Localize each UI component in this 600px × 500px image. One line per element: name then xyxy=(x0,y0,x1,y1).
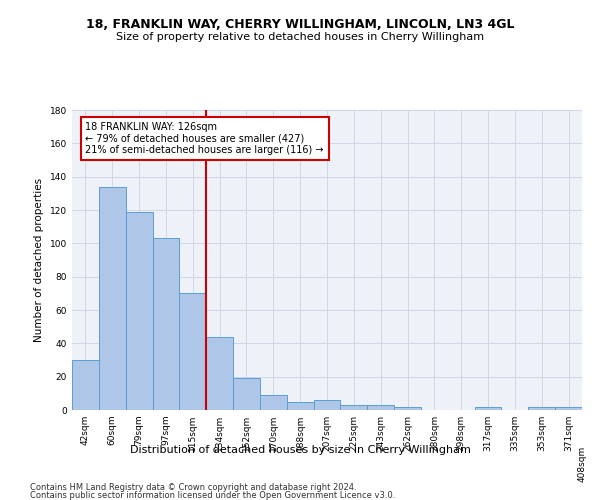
Text: Contains HM Land Registry data © Crown copyright and database right 2024.: Contains HM Land Registry data © Crown c… xyxy=(30,482,356,492)
Text: Size of property relative to detached houses in Cherry Willingham: Size of property relative to detached ho… xyxy=(116,32,484,42)
Text: Contains public sector information licensed under the Open Government Licence v3: Contains public sector information licen… xyxy=(30,491,395,500)
Bar xyxy=(125,212,152,410)
Text: 408sqm: 408sqm xyxy=(577,446,587,482)
Bar xyxy=(179,294,206,410)
Text: Distribution of detached houses by size in Cherry Willingham: Distribution of detached houses by size … xyxy=(130,445,470,455)
Bar xyxy=(72,360,99,410)
Bar xyxy=(260,395,287,410)
Bar xyxy=(340,405,367,410)
Y-axis label: Number of detached properties: Number of detached properties xyxy=(34,178,44,342)
Bar xyxy=(287,402,314,410)
Text: 18, FRANKLIN WAY, CHERRY WILLINGHAM, LINCOLN, LN3 4GL: 18, FRANKLIN WAY, CHERRY WILLINGHAM, LIN… xyxy=(86,18,514,30)
Bar xyxy=(555,406,582,410)
Bar xyxy=(206,336,233,410)
Bar xyxy=(99,186,125,410)
Bar xyxy=(475,406,502,410)
Text: 18 FRANKLIN WAY: 126sqm
← 79% of detached houses are smaller (427)
21% of semi-d: 18 FRANKLIN WAY: 126sqm ← 79% of detache… xyxy=(85,122,324,155)
Bar xyxy=(394,406,421,410)
Bar xyxy=(152,238,179,410)
Bar xyxy=(367,405,394,410)
Bar xyxy=(314,400,340,410)
Bar xyxy=(233,378,260,410)
Bar xyxy=(529,406,555,410)
